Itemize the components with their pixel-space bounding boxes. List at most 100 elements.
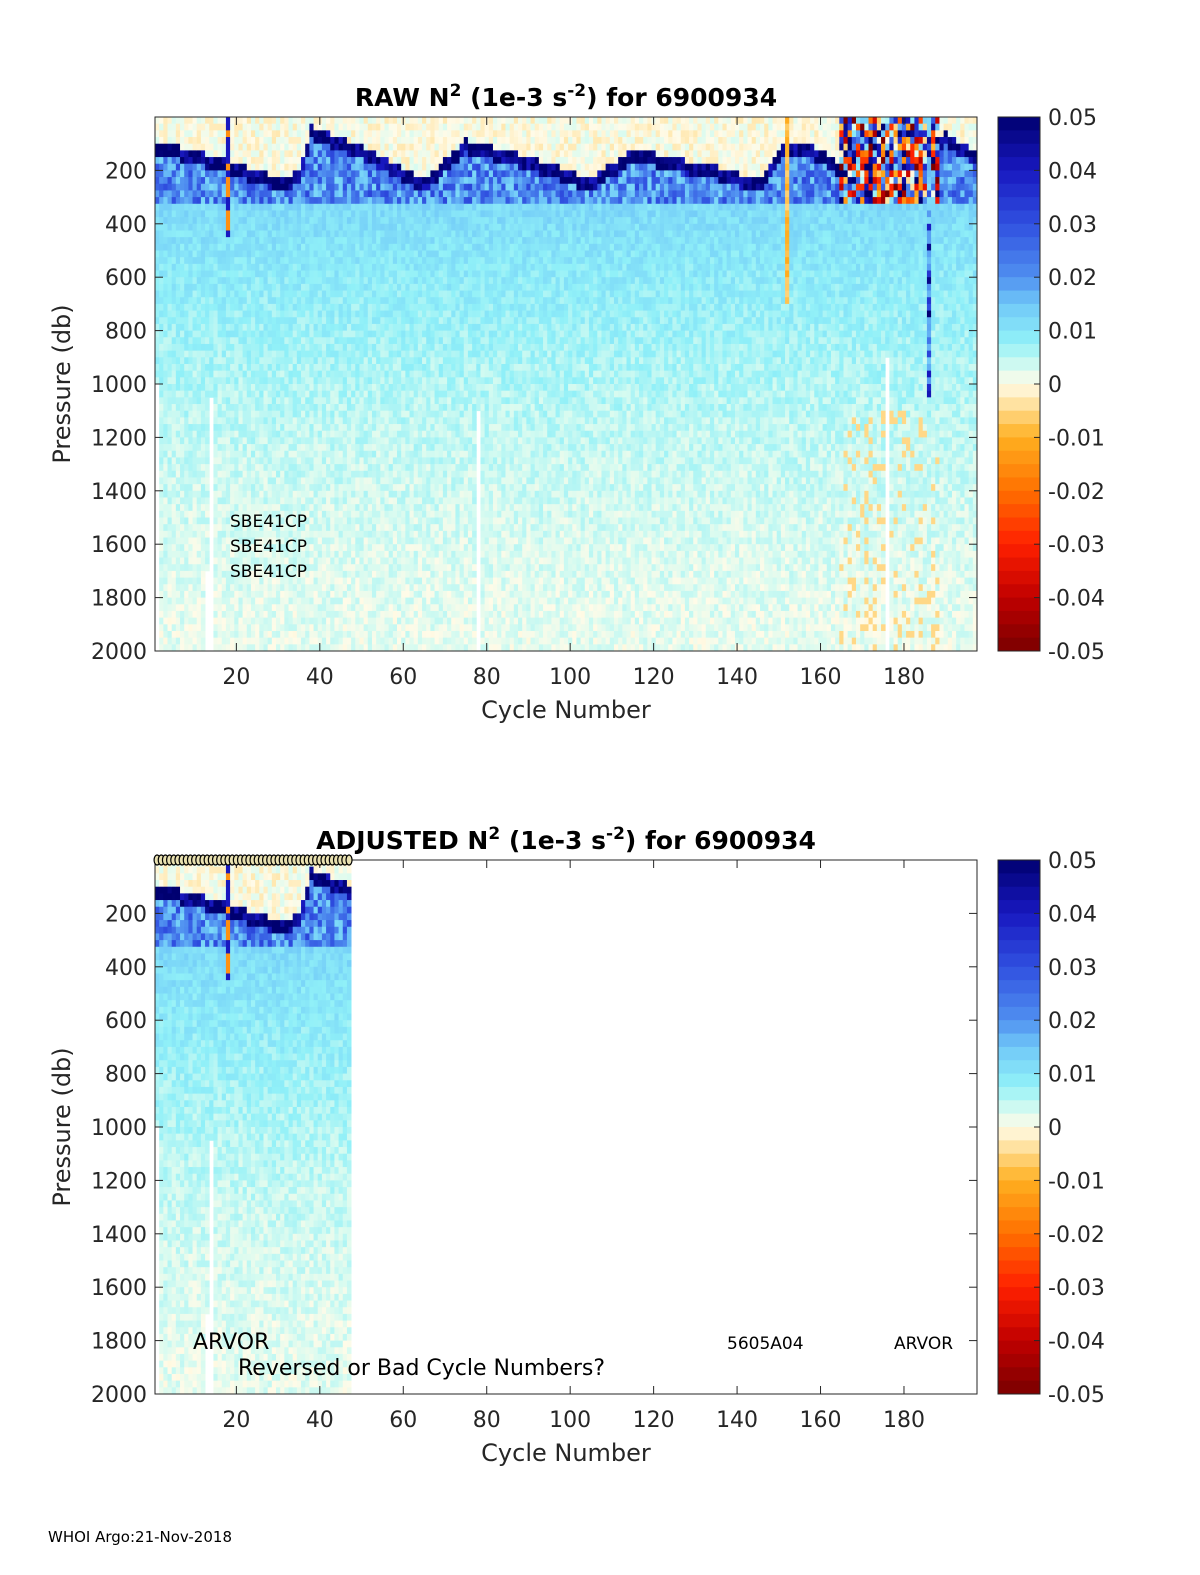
heatmap-cell <box>342 550 348 558</box>
heatmap-cell <box>392 404 398 412</box>
heatmap-cell <box>217 410 223 418</box>
heatmap-cell <box>288 263 294 271</box>
heatmap-cell <box>292 270 298 278</box>
heatmap-cell <box>409 283 415 291</box>
heatmap-cell <box>255 510 260 518</box>
heatmap-cell <box>397 390 402 398</box>
heatmap-cell <box>397 257 402 265</box>
heatmap-cell <box>284 237 289 245</box>
heatmap-cell <box>242 484 248 492</box>
heatmap-cell <box>267 357 273 365</box>
heatmap-cell <box>230 564 235 572</box>
heatmap-cell <box>359 517 365 525</box>
heatmap-cell <box>213 524 218 532</box>
heatmap-cell <box>196 604 202 612</box>
heatmap-cell <box>276 123 281 131</box>
heatmap-cell <box>192 637 198 645</box>
heatmap-cell <box>155 263 160 271</box>
heatmap-cell <box>267 190 273 198</box>
heatmap-cell <box>355 617 360 625</box>
heatmap-cell <box>250 297 256 305</box>
heatmap-cell <box>401 137 406 145</box>
heatmap-cell <box>175 190 181 198</box>
heatmap-cell <box>321 230 327 238</box>
heatmap-cell <box>167 357 173 365</box>
heatmap-cell <box>225 270 231 278</box>
heatmap-cell <box>313 303 319 311</box>
heatmap-cell <box>376 263 381 271</box>
heatmap-cell <box>363 350 369 358</box>
heatmap-cell <box>334 203 339 211</box>
heatmap-cell <box>305 450 310 458</box>
heatmap-cell <box>397 170 402 178</box>
heatmap-cell <box>317 410 323 418</box>
heatmap-cell <box>284 397 289 405</box>
heatmap-cell <box>384 223 390 231</box>
heatmap-cell <box>305 223 310 231</box>
heatmap-cell <box>376 310 381 318</box>
heatmap-cell <box>200 217 206 225</box>
heatmap-cell <box>276 630 281 639</box>
heatmap-cell <box>326 637 331 645</box>
heatmap-cell <box>413 544 419 552</box>
heatmap-cell <box>326 444 331 452</box>
heatmap-cell <box>159 557 164 565</box>
heatmap-cell <box>288 130 294 138</box>
heatmap-cell <box>292 637 298 645</box>
heatmap-cell <box>184 450 189 458</box>
heatmap-cell <box>225 243 231 251</box>
heatmap-cell <box>338 370 344 378</box>
heatmap-cell <box>367 550 373 558</box>
heatmap-cell <box>371 590 377 598</box>
heatmap-cell <box>355 150 360 158</box>
heatmap-cell <box>271 183 277 191</box>
heatmap-cell <box>242 197 248 205</box>
heatmap-cell <box>309 577 314 585</box>
heatmap-cell <box>292 130 298 138</box>
heatmap-cell <box>367 323 373 331</box>
heatmap-cell <box>192 150 198 158</box>
heatmap-cell <box>171 197 177 205</box>
heatmap-cell <box>326 330 331 338</box>
heatmap-cell <box>376 470 381 478</box>
heatmap-cell <box>313 504 319 512</box>
heatmap-cell <box>184 303 189 311</box>
heatmap-cell <box>392 337 398 345</box>
heatmap-cell <box>363 470 369 478</box>
heatmap-cell <box>346 397 352 405</box>
heatmap-cell <box>230 577 235 585</box>
heatmap-cell <box>409 410 415 418</box>
heatmap-cell <box>342 630 348 639</box>
heatmap-cell <box>309 177 314 185</box>
heatmap-cell <box>355 544 360 552</box>
heatmap-cell <box>259 570 264 578</box>
heatmap-cell <box>363 283 369 291</box>
heatmap-cell <box>305 544 310 552</box>
heatmap-cell <box>180 197 185 205</box>
heatmap-cell <box>305 530 310 538</box>
heatmap-cell <box>367 310 373 318</box>
heatmap-cell <box>326 577 331 585</box>
heatmap-cell <box>346 370 352 378</box>
heatmap-cell <box>355 197 360 205</box>
heatmap-cell <box>384 430 390 438</box>
heatmap-cell <box>342 123 348 131</box>
heatmap-cell <box>246 250 252 258</box>
heatmap-cell <box>376 290 381 298</box>
heatmap-cell <box>296 150 302 158</box>
heatmap-cell <box>384 170 390 178</box>
heatmap-cell <box>409 197 415 205</box>
heatmap-cell <box>196 584 202 592</box>
heatmap-cell <box>405 437 410 445</box>
heatmap-cell <box>259 217 264 225</box>
heatmap-cell <box>301 470 306 478</box>
heatmap-cell <box>230 530 235 538</box>
heatmap-cell <box>271 310 277 318</box>
heatmap-cell <box>280 263 285 271</box>
heatmap-cell <box>250 157 256 165</box>
heatmap-cell <box>225 504 231 512</box>
heatmap-cell <box>276 610 281 619</box>
heatmap-cell <box>209 297 214 305</box>
heatmap-cell <box>175 510 181 518</box>
heatmap-cell <box>313 243 319 251</box>
